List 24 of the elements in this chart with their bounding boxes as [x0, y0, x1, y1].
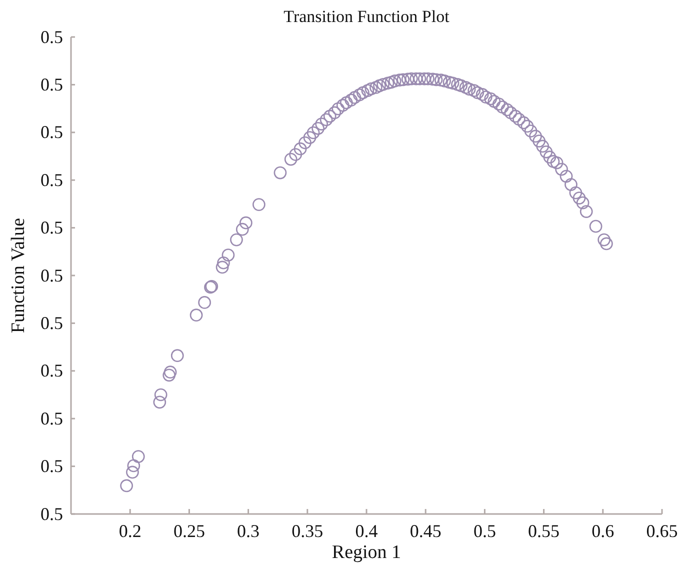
text: 0.5 [40, 170, 63, 190]
text: 0.5 [40, 122, 63, 142]
x-tick-label: 0.55 [528, 520, 560, 541]
text: 0.5 [40, 74, 63, 94]
text: 0.5 [40, 360, 63, 381]
chart-title: Transition Function Plot [284, 7, 450, 26]
x-tick-label: 0.35 [292, 520, 324, 541]
x-tick-label: 0.45 [410, 520, 442, 541]
text: 0.5 [40, 408, 63, 428]
x-tick-label: 0.65 [646, 520, 678, 541]
text: 0.5 [40, 218, 63, 238]
y-axis-title: Function Value [8, 218, 29, 334]
text: 0.5 [40, 504, 63, 524]
x-tick-label: 0.6 [592, 520, 614, 541]
text: 0.5 [40, 456, 63, 476]
text: 0.5 [40, 26, 63, 47]
x-tick-label: 0.4 [355, 520, 378, 541]
x-tick-label: 0.3 [237, 520, 260, 541]
x-tick-label: 0.5 [473, 520, 496, 541]
x-axis-title: Region 1 [332, 542, 402, 563]
text: 0.5 [40, 265, 63, 286]
text: 0.5 [40, 312, 63, 333]
x-tick-label: 0.25 [173, 520, 205, 541]
x-tick-label: 0.2 [118, 520, 142, 541]
